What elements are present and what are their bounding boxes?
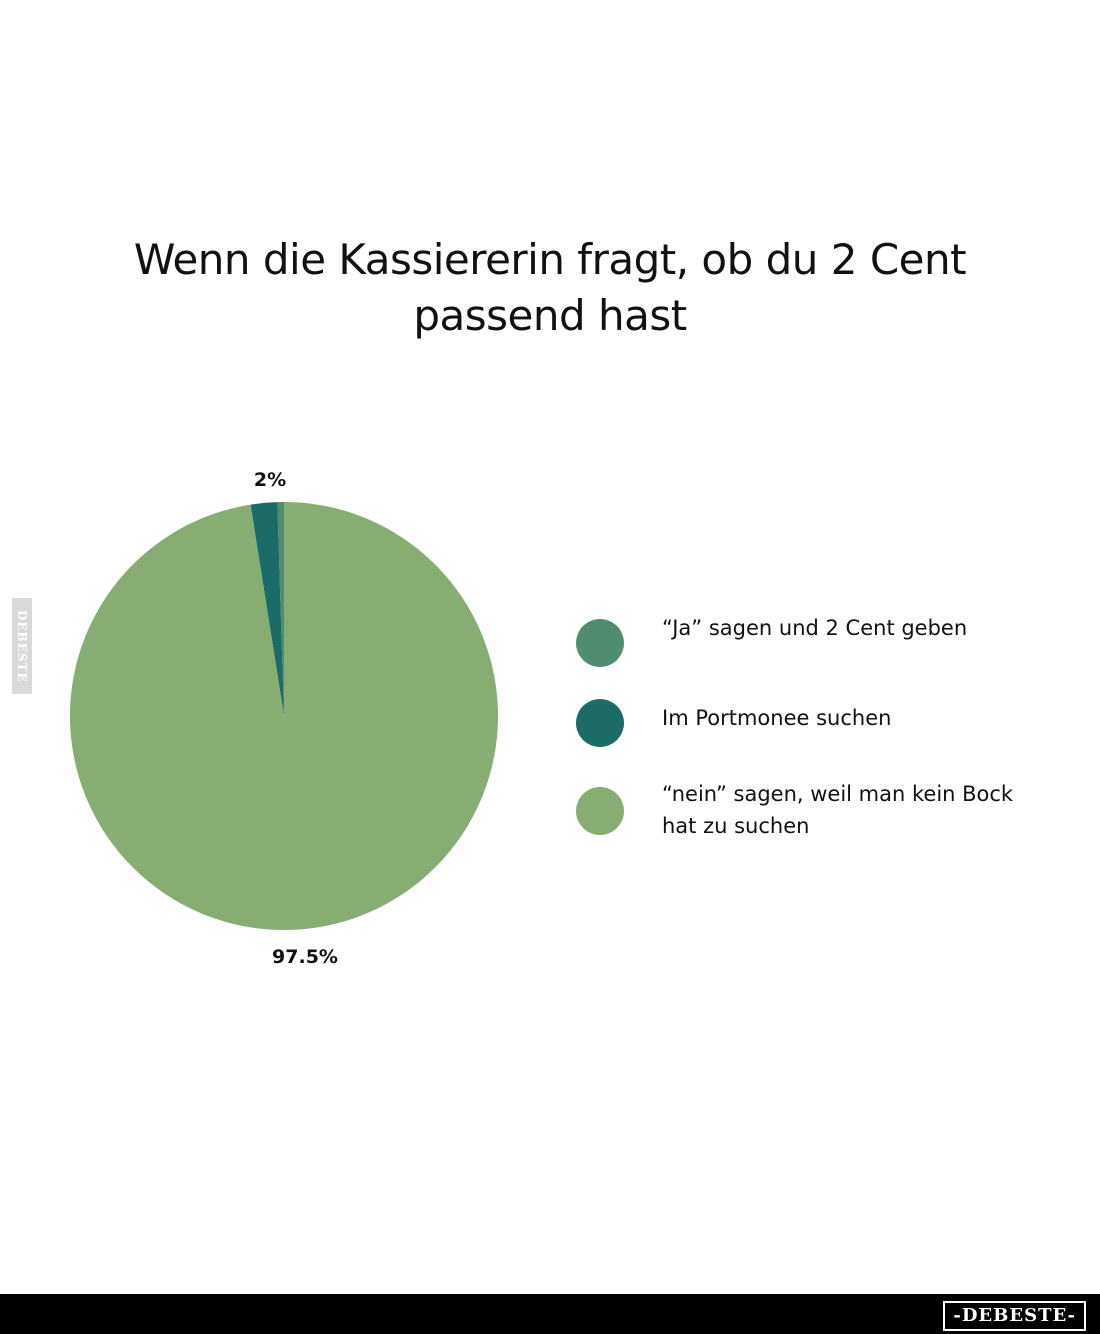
slice-label-portmonee: 2%: [253, 469, 287, 491]
legend-swatch-ja: [576, 619, 624, 667]
legend-label-ja: “Ja” sagen und 2 Cent geben: [662, 616, 968, 640]
pie-slices: [70, 501, 499, 930]
slice-label-nein: 97.5%: [272, 946, 338, 968]
pie-slice-portmonee: [250, 502, 284, 716]
footer-watermark-logo: -DEBESTE-: [943, 1301, 1086, 1331]
pie-slice-ja: [277, 502, 284, 716]
pie-slice-nein: [70, 501, 499, 930]
legend-label-portmonee: Im Portmonee suchen: [662, 706, 892, 730]
chart-title: Wenn die Kassiererin fragt, ob du 2 Cent…: [133, 235, 967, 340]
legend-swatch-nein: [576, 787, 624, 835]
footer-bar: -DEBESTE-: [0, 1294, 1100, 1334]
legend-label-nein: “nein” sagen, weil man kein Bock hat zu …: [662, 782, 1014, 838]
side-watermark: DEBESTE: [12, 598, 32, 694]
legend-swatch-portmonee: [576, 699, 624, 747]
